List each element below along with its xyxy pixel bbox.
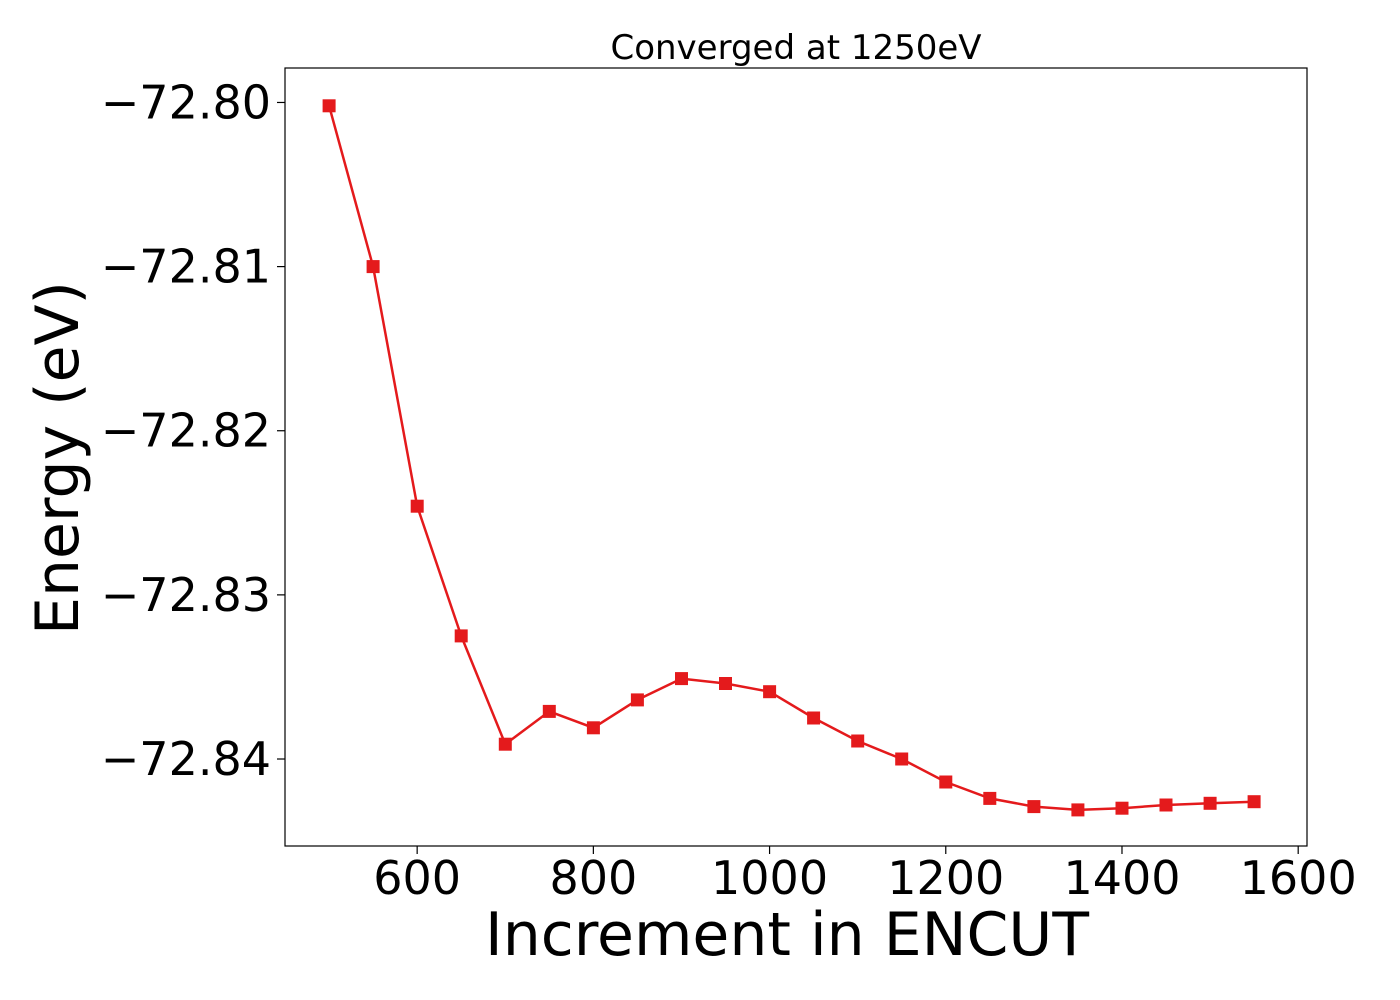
x-tick-label: 1400 [1063, 851, 1180, 905]
x-tick-label: 1600 [1240, 851, 1357, 905]
data-point [630, 693, 644, 707]
plot-area [284, 67, 1308, 847]
data-point [719, 677, 732, 690]
chart-title: Converged at 1250eV [610, 28, 981, 68]
data-point [366, 260, 380, 274]
data-point [542, 704, 556, 718]
y-axis: −72.80 −72.81 −72.82 −72.83 −72.84 [101, 75, 285, 786]
y-tick-label: −72.83 [101, 568, 271, 622]
data-point [895, 752, 909, 766]
x-tick-label: 1000 [711, 851, 828, 905]
y-tick-label: −72.82 [101, 404, 271, 458]
data-point [983, 791, 997, 805]
data-point [939, 775, 953, 789]
y-tick-label: −72.84 [101, 732, 271, 786]
series-line [327, 105, 1255, 812]
x-tick-label: 1200 [887, 851, 1004, 905]
y-axis-label: Energy (eV) [23, 281, 93, 635]
data-point [1159, 798, 1173, 812]
data-point [1027, 800, 1041, 814]
series-markers [322, 99, 1261, 817]
data-point [851, 734, 865, 748]
y-tick-label: −72.81 [101, 240, 271, 294]
data-point [498, 737, 512, 751]
data-point [807, 711, 821, 725]
data-point [454, 629, 468, 643]
data-point [1247, 795, 1261, 809]
x-axis-label: Increment in ENCUT [485, 900, 1089, 970]
x-axis: 600 800 1000 1200 1400 1600 [373, 846, 1357, 905]
x-tick-label: 800 [549, 851, 637, 905]
data-point [586, 721, 600, 735]
data-point [322, 99, 336, 113]
data-point [1115, 801, 1129, 815]
data-point [1071, 803, 1085, 817]
data-point [763, 685, 777, 699]
x-tick-label: 600 [373, 851, 461, 905]
data-point [410, 499, 424, 513]
data-point [1203, 796, 1217, 810]
data-point [675, 672, 688, 686]
y-tick-label: −72.80 [101, 75, 271, 129]
